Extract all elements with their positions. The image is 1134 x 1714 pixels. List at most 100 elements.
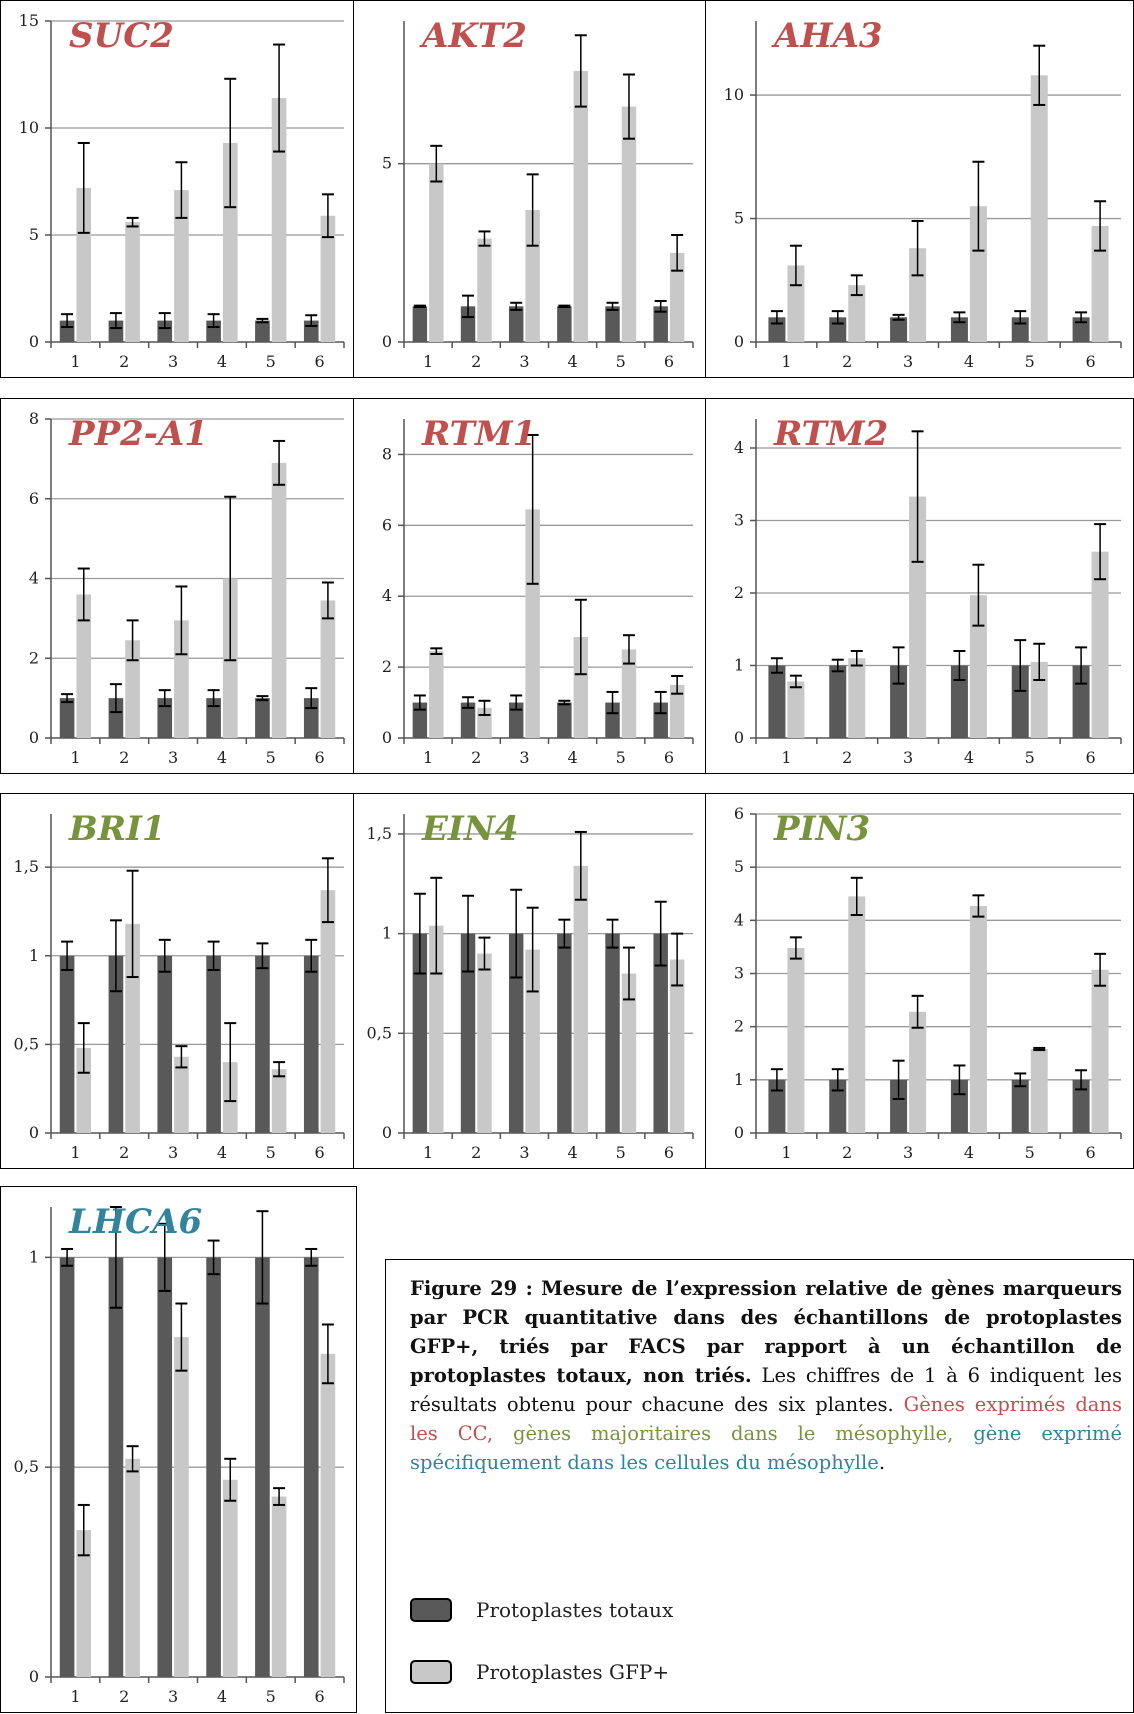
x-tick-label: 1 (781, 748, 791, 767)
chart-panel-pp2a1: 0 2 4 6 8 1 2 3 4 5 6 PP2-A1 (0, 398, 357, 774)
bar-total-6 (1072, 317, 1090, 342)
chart-rtm2: 0 1 2 3 4 1 2 3 4 5 6 RTM2 (734, 414, 1122, 767)
y-tick-label: 10 (724, 85, 744, 104)
bar-gfp-5 (271, 1496, 287, 1677)
x-tick-label: 2 (471, 1143, 481, 1162)
y-tick-label: 5 (29, 225, 39, 244)
legend-swatch-total (410, 1598, 452, 1622)
chart-title-rtm2: RTM2 (773, 414, 888, 454)
x-tick-label: 6 (664, 352, 674, 371)
bar-gfp-5 (271, 462, 287, 738)
bar-gfp-1 (429, 651, 444, 738)
x-tick-label: 2 (119, 352, 129, 371)
bar-gfp-2 (125, 640, 140, 738)
bar-total-6 (653, 306, 668, 342)
chart-panel-akt2: 0 5 1 2 3 4 5 6 AKT2 (353, 0, 706, 378)
chart-title-akt2: AKT2 (419, 16, 527, 56)
bar-total-6 (1072, 1079, 1090, 1133)
y-tick-label: 3 (734, 511, 744, 530)
x-tick-label: 5 (266, 352, 276, 371)
figure-caption: Figure 29 : Mesure de l’expression relat… (410, 1274, 1122, 1477)
x-tick-label: 3 (168, 1143, 178, 1162)
x-tick-label: 4 (217, 1143, 227, 1162)
y-tick-label: 4 (382, 586, 392, 605)
x-tick-label: 6 (1085, 748, 1095, 767)
x-tick-label: 1 (70, 1687, 80, 1706)
bar-gfp-4 (573, 865, 589, 1133)
y-tick-label: 8 (29, 409, 39, 428)
x-tick-label: 5 (616, 352, 626, 371)
chart-title-suc2: SUC2 (69, 16, 174, 56)
bar-total-2 (460, 702, 476, 738)
bar-gfp-6 (320, 1353, 336, 1677)
bar-gfp-1 (787, 681, 805, 738)
bar-gfp-6 (669, 959, 685, 1133)
bar-gfp-6 (320, 215, 336, 342)
x-tick-label: 6 (664, 748, 674, 767)
x-tick-label: 2 (471, 352, 481, 371)
legend-item-gfp: Protoplastes GFP+ (410, 1660, 669, 1684)
bar-total-3 (157, 955, 173, 1133)
bar-gfp-6 (320, 600, 336, 738)
bar-total-4 (206, 955, 221, 1133)
bar-gfp-4 (969, 595, 987, 738)
y-tick-label: 15 (19, 11, 39, 30)
bar-total-3 (508, 933, 524, 1133)
x-tick-label: 4 (217, 1687, 227, 1706)
bar-gfp-5 (1030, 75, 1048, 343)
bar-gfp-1 (429, 925, 444, 1133)
x-tick-label: 3 (168, 748, 178, 767)
bar-gfp-6 (1091, 969, 1109, 1133)
y-tick-label: 0 (29, 332, 39, 351)
chart-bri1: 0 0,5 1 1,5 1 2 3 4 5 6 BRI1 (14, 809, 345, 1162)
y-tick-label: 1 (382, 924, 392, 943)
x-tick-label: 2 (119, 1143, 129, 1162)
chart-title-ein4: EIN4 (421, 809, 519, 849)
bar-gfp-2 (125, 222, 140, 342)
y-tick-label: 2 (29, 648, 39, 667)
bar-total-3 (157, 1257, 173, 1677)
x-tick-label: 4 (217, 748, 227, 767)
y-tick-label: 1 (734, 1070, 744, 1089)
bar-gfp-4 (573, 70, 589, 342)
y-tick-label: 0,5 (14, 1034, 39, 1053)
x-tick-label: 2 (842, 352, 852, 371)
x-tick-label: 4 (964, 352, 974, 371)
x-tick-label: 1 (423, 1143, 433, 1162)
y-tick-label: 6 (734, 804, 744, 823)
y-tick-label: 0,5 (367, 1023, 392, 1042)
x-tick-label: 5 (266, 1687, 276, 1706)
bar-gfp-5 (271, 1069, 287, 1133)
bar-gfp-3 (909, 248, 927, 342)
x-tick-label: 4 (964, 1143, 974, 1162)
x-tick-label: 3 (519, 748, 529, 767)
bar-gfp-2 (477, 238, 492, 342)
y-tick-label: 0 (29, 1667, 39, 1686)
bar-total-3 (890, 1079, 908, 1133)
bar-total-1 (768, 1079, 786, 1133)
chart-title-rtm1: RTM1 (421, 414, 536, 454)
bar-total-3 (157, 320, 173, 342)
chart-title-aha3: AHA3 (771, 16, 883, 56)
chart-title-bri1: BRI1 (68, 809, 166, 849)
bar-total-3 (157, 698, 173, 738)
bar-gfp-4 (222, 142, 238, 342)
bar-gfp-4 (222, 1479, 238, 1677)
x-tick-label: 4 (964, 748, 974, 767)
bar-total-5 (605, 306, 620, 342)
legend-label-gfp: Protoplastes GFP+ (476, 1660, 670, 1684)
bar-total-5 (605, 933, 620, 1133)
y-tick-label: 1 (29, 946, 39, 965)
bar-gfp-1 (76, 1530, 92, 1677)
bar-total-1 (768, 665, 786, 738)
bar-gfp-2 (848, 658, 866, 738)
bar-total-4 (557, 933, 572, 1133)
x-tick-label: 6 (314, 748, 324, 767)
bar-gfp-6 (669, 684, 685, 738)
x-tick-label: 3 (168, 352, 178, 371)
bar-gfp-3 (909, 496, 927, 738)
bar-gfp-4 (969, 206, 987, 342)
bar-total-2 (829, 1079, 847, 1133)
chart-panel-lhca6: 0 0,5 1 1 2 3 4 5 6 LHCA6 (0, 1186, 357, 1713)
bar-gfp-3 (174, 190, 189, 342)
